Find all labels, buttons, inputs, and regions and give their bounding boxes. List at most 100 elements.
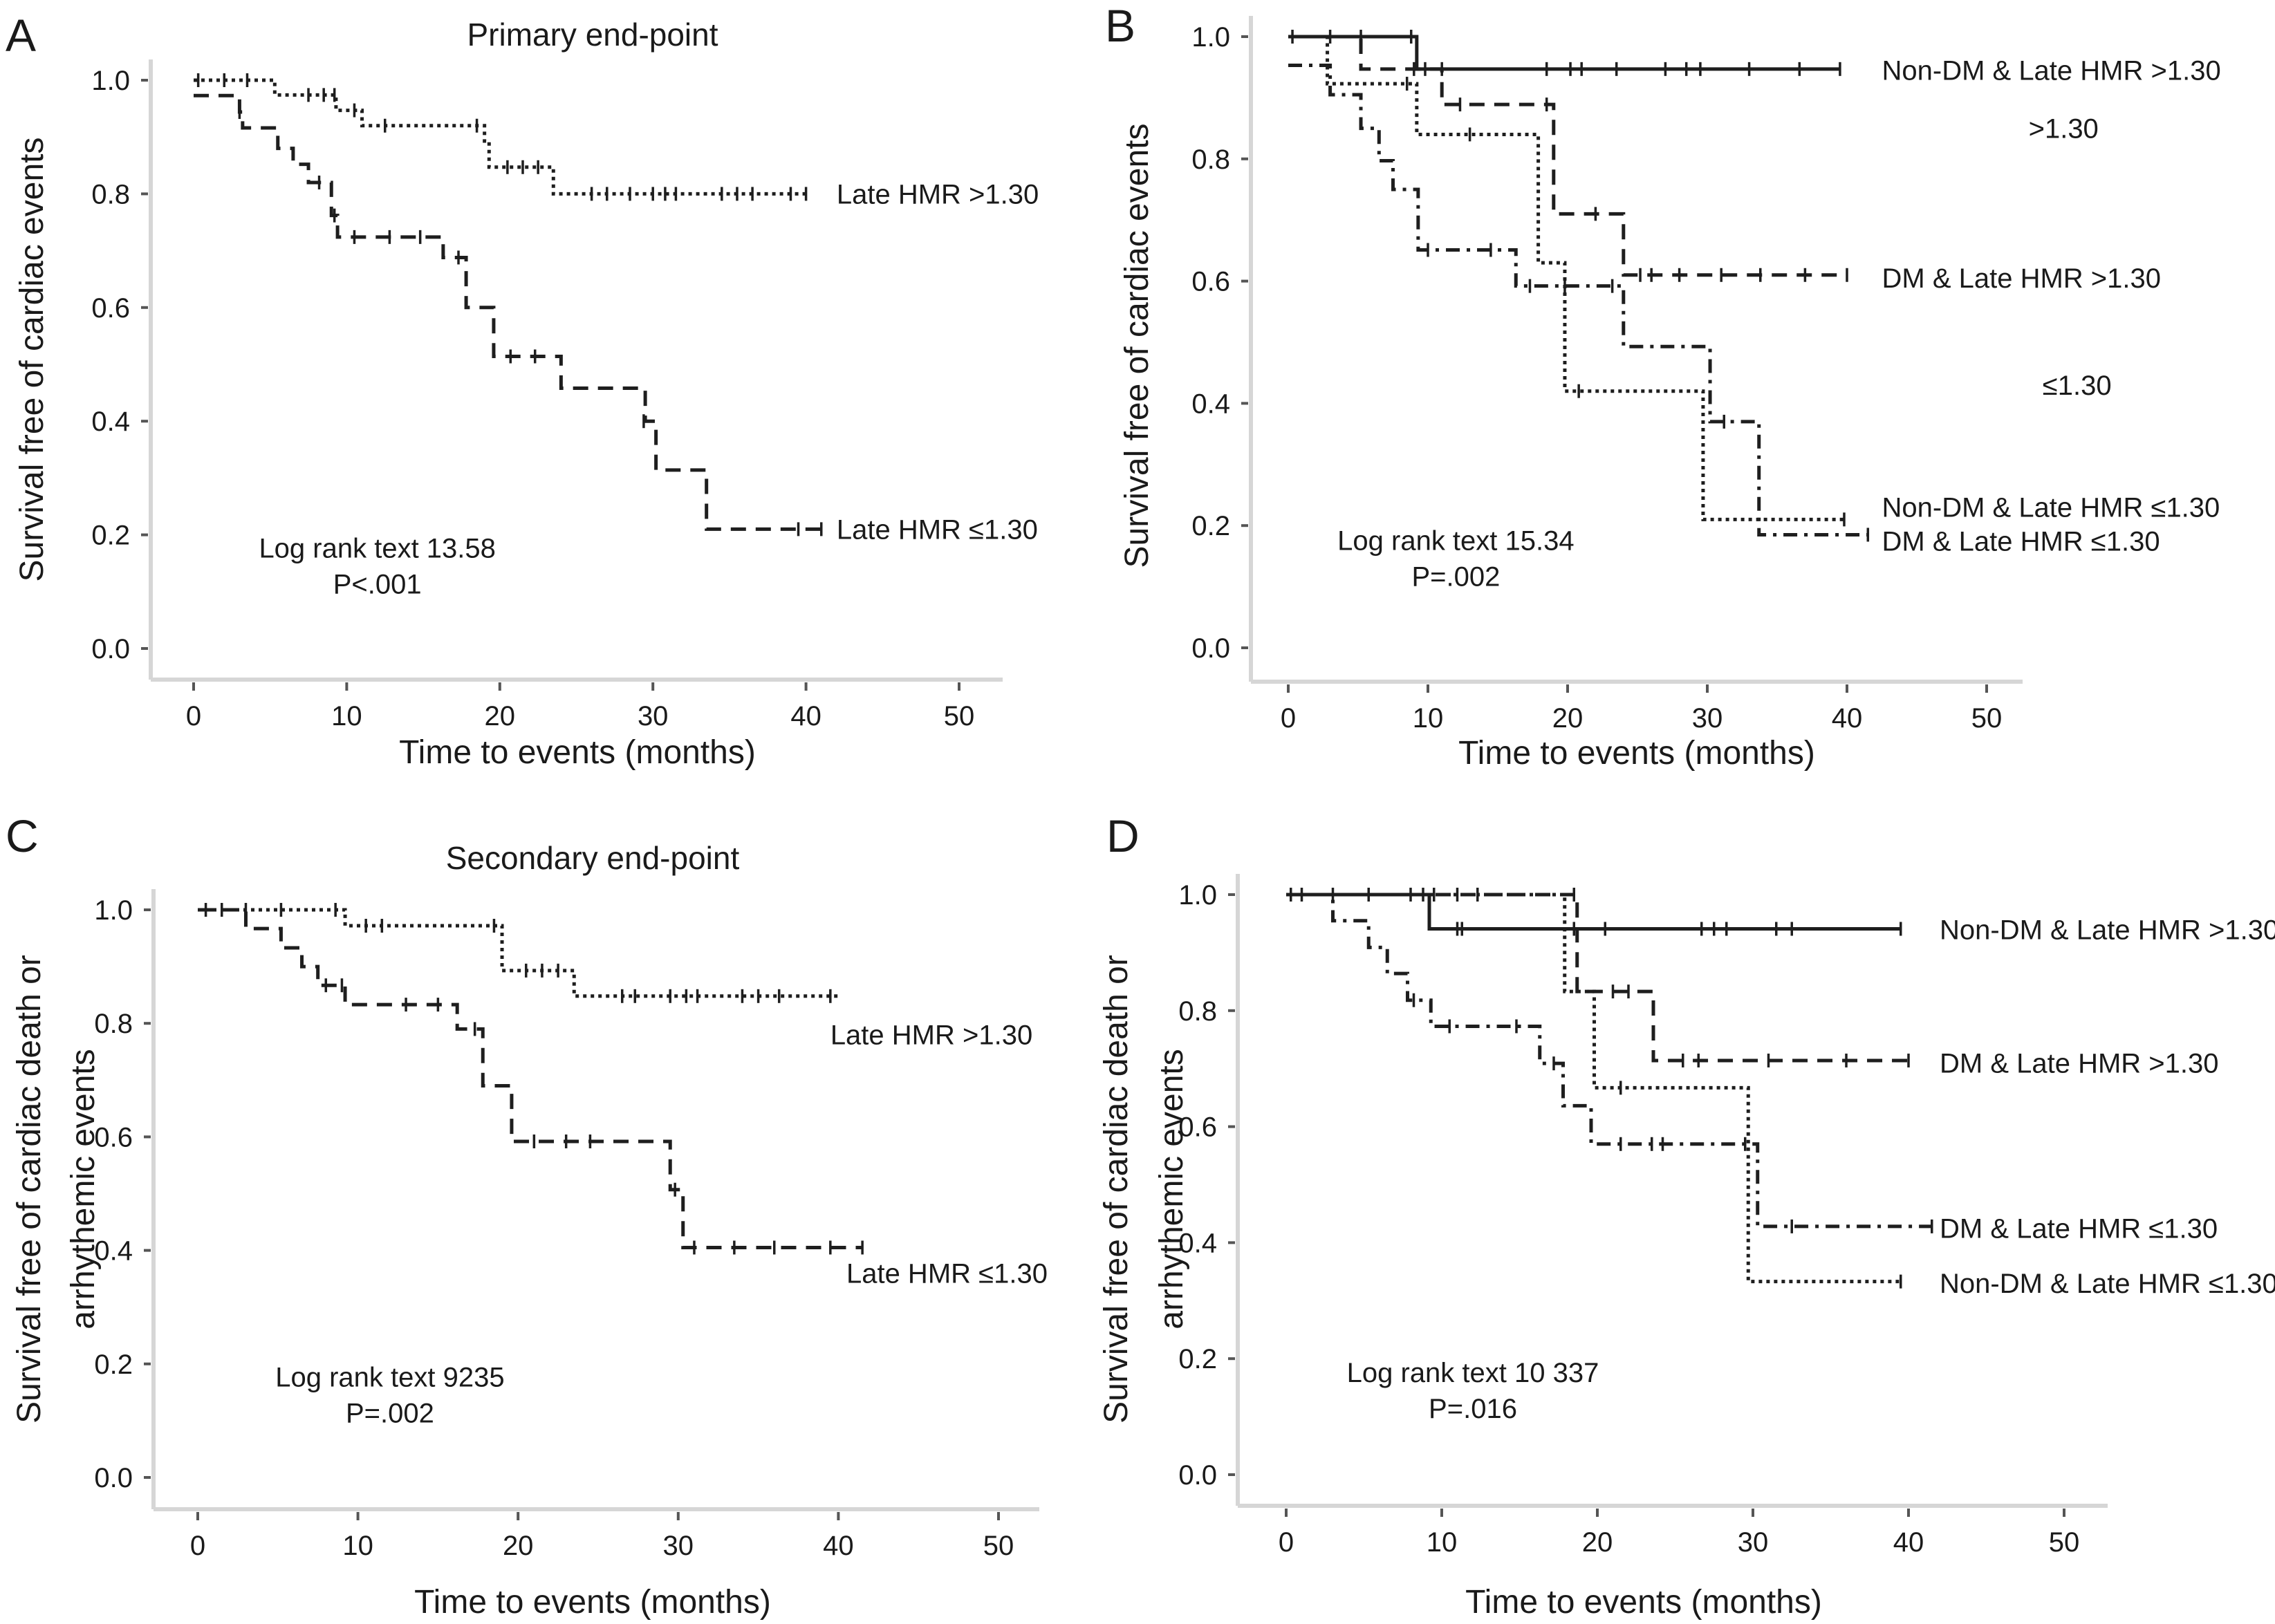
series-0: Late HMR >1.30	[194, 73, 1039, 209]
survival-curve	[194, 78, 806, 196]
survival-curve	[1286, 893, 1901, 1284]
y-tick-label: 0.8	[1191, 144, 1230, 175]
x-tick-label: 50	[944, 701, 975, 731]
curve-label: Late HMR ≤1.30	[846, 1258, 1048, 1289]
y-tick-label: 0.2	[1191, 511, 1230, 541]
curve-label: Non-DM & Late HMR >1.30	[1882, 56, 2221, 86]
logrank-text: Log rank text 10 337	[1347, 1358, 1599, 1388]
panel-c: C Secondary end-point 0.0 0.2 0.4 0.6 0.8 1.0 0 1…	[6, 810, 1048, 1621]
curve-label: Non-DM & Late HMR ≤1.30	[1940, 1269, 2275, 1299]
curve-label: Late HMR >1.30	[830, 1020, 1032, 1051]
y-tick-label: 0.2	[91, 521, 130, 551]
panel-letter: A	[6, 10, 36, 61]
curve-label: DM & Late HMR >1.30	[1940, 1048, 2219, 1079]
survival-curve	[1288, 35, 1844, 521]
x-tick-label: 40	[1832, 703, 1863, 734]
x-tick-label: 10	[342, 1531, 373, 1561]
x-tick-label: 10	[1413, 703, 1444, 734]
y-axis-title: Survival free of cardiac death or	[11, 955, 48, 1424]
y-axis-title: Survival free of cardiac events	[14, 138, 50, 582]
x-axis-title: Time to events (months)	[399, 734, 756, 771]
y-tick-label: 0.0	[91, 634, 130, 664]
survival-curve	[1286, 893, 1901, 931]
curve-label: Late HMR ≤1.30	[837, 514, 1038, 545]
series-0: Late HMR >1.30	[198, 903, 1032, 1051]
series-1: Late HMR ≤1.30	[198, 908, 1048, 1289]
curve-label: DM & Late HMR ≤1.30	[1882, 526, 2160, 557]
y-tick-label: 1.0	[94, 895, 133, 926]
y-tick-label: 0.0	[1191, 633, 1230, 664]
y-tick-label: 1.0	[1191, 22, 1230, 53]
x-tick-label: 0	[1281, 703, 1296, 734]
series-1: DM & Late HMR >1.30	[1286, 888, 2219, 1079]
y-tick-label: 1.0	[91, 66, 130, 96]
y-tick-label: 0.6	[91, 293, 130, 324]
x-tick-label: 0	[186, 701, 201, 731]
curve-label: DM & Late HMR >1.30	[1882, 263, 2162, 294]
panel-title: Primary end-point	[467, 17, 718, 53]
logrank-text: Log rank text 15.34	[1337, 526, 1574, 557]
survival-curve	[1288, 35, 1840, 71]
y-tick-label: 0.4	[1191, 389, 1230, 419]
panel-title: Secondary end-point	[446, 840, 740, 876]
y-tick-label: 0.6	[94, 1122, 133, 1152]
y-tick-label: 0.8	[91, 179, 130, 209]
p-value-text: P<.001	[333, 569, 422, 599]
x-tick-label: 50	[1971, 703, 2003, 734]
p-value-text: P=.002	[1411, 562, 1500, 592]
x-tick-label: 20	[485, 701, 516, 731]
logrank-text: Log rank text 13.58	[259, 533, 495, 563]
x-tick-label: 40	[823, 1531, 854, 1561]
y-tick-label: 0.2	[1178, 1344, 1217, 1374]
x-tick-label: 20	[1582, 1527, 1613, 1558]
p-value-text: P=.016	[1429, 1394, 1517, 1424]
extra-label: ≤1.30	[2043, 371, 2112, 401]
panel-a: A Primary end-point 0.0 0.2 0.4 0.6 0.8 1.0 0 10 2…	[6, 10, 1039, 771]
curve-label: Late HMR >1.30	[837, 179, 1039, 209]
panel-b: B 0.0 0.2 0.4 0.6 0.8 1.0 0 10 20 30 40 50 Time to ev…	[1105, 0, 2221, 772]
x-axis-title: Time to events (months)	[1465, 1584, 1822, 1621]
curve-label: DM & Late HMR ≤1.30	[1940, 1213, 2218, 1244]
x-tick-label: 20	[1552, 703, 1584, 734]
y-tick-label: 0.6	[1178, 1112, 1217, 1143]
y-tick-label: 0.2	[94, 1350, 133, 1380]
x-tick-label: 0	[1279, 1527, 1294, 1558]
survival-curve	[194, 93, 829, 531]
y-tick-label: 0.8	[1178, 996, 1217, 1027]
y-tick-label: 0.0	[94, 1463, 133, 1493]
y-tick-label: 0.4	[94, 1236, 133, 1267]
y-tick-label: 0.6	[1191, 267, 1230, 297]
panel-d: D 0.0 0.2 0.4 0.6 0.8 1.0 0 10 20 30 40 50 Time to ev…	[1098, 810, 2275, 1621]
survival-curve	[198, 908, 839, 998]
survival-curve	[1286, 893, 1909, 1063]
x-axis-title: Time to events (months)	[1458, 735, 1815, 772]
y-tick-label: 0.8	[94, 1009, 133, 1039]
x-tick-label: 10	[1427, 1527, 1458, 1558]
curve-label: Non-DM & Late HMR >1.30	[1940, 915, 2275, 945]
y-axis-title-line2: arrhythemic events	[1153, 1049, 1190, 1329]
survival-curve	[1288, 64, 1868, 536]
y-tick-label: 0.0	[1178, 1460, 1217, 1491]
logrank-text: Log rank text 9235	[275, 1363, 504, 1393]
survival-curve	[1286, 893, 1932, 1229]
x-tick-label: 40	[1893, 1527, 1924, 1558]
p-value-text: P=.002	[346, 1399, 434, 1429]
y-axis-title: Survival free of cardiac death or	[1098, 955, 1135, 1424]
series-2: Non-DM & Late HMR ≤1.30	[1288, 35, 2220, 527]
x-tick-label: 20	[503, 1531, 534, 1561]
series-1: DM & Late HMR >1.30	[1288, 35, 2162, 294]
x-axis-title: Time to events (months)	[414, 1584, 771, 1621]
series-3: DM & Late HMR ≤1.30	[1286, 893, 2218, 1244]
series-3: DM & Late HMR ≤1.30	[1288, 64, 2160, 557]
panel-letter: C	[6, 810, 39, 861]
x-tick-label: 40	[790, 701, 821, 731]
y-tick-label: 0.4	[1178, 1228, 1217, 1258]
x-tick-label: 30	[638, 701, 669, 731]
x-tick-label: 30	[1692, 703, 1723, 734]
survival-curve	[198, 908, 863, 1249]
panel-letter: D	[1106, 810, 1140, 861]
series-0: Non-DM & Late HMR >1.30	[1288, 30, 2221, 86]
x-tick-label: 10	[331, 701, 362, 731]
y-axis-title-line2: arrhythemic events	[65, 1049, 102, 1329]
